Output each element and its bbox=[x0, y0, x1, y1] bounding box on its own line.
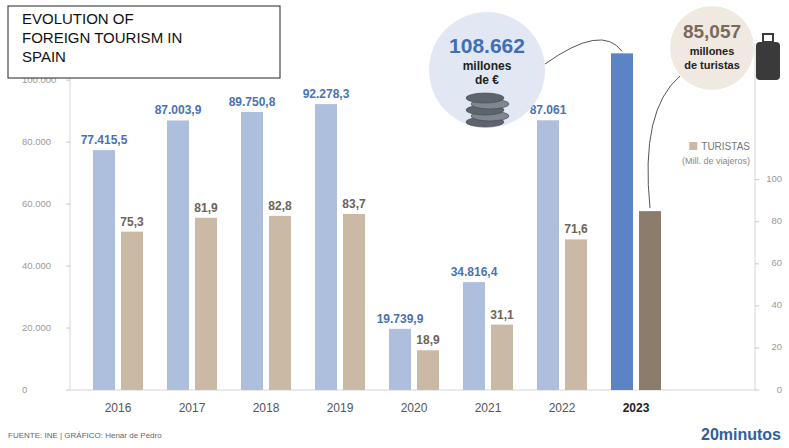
data-label: 87.003,9 bbox=[155, 103, 202, 117]
title-line: EVOLUTION OF bbox=[22, 10, 134, 27]
y2-tick-label: 80 bbox=[771, 215, 782, 226]
data-label: 71,6 bbox=[564, 222, 588, 236]
data-labels: 77.415,5 87.003,9 89.750,8 92.278,3 19.739,9… bbox=[81, 87, 588, 347]
bar bbox=[195, 218, 217, 390]
y2-tick-label: 100 bbox=[766, 173, 782, 184]
suitcase-handle bbox=[763, 34, 773, 42]
x-tick-label: 2022 bbox=[549, 401, 576, 415]
legend-swatch bbox=[689, 142, 697, 150]
suitcase-icon bbox=[756, 42, 780, 80]
bar bbox=[121, 232, 143, 390]
bar bbox=[611, 53, 633, 390]
data-label: 18,9 bbox=[416, 333, 440, 347]
y-tick bbox=[66, 204, 70, 205]
y2-tick bbox=[755, 221, 759, 222]
annotation-value: 108.662 bbox=[449, 34, 525, 57]
bar bbox=[315, 104, 337, 390]
title-frame bbox=[8, 6, 280, 78]
data-label: 82,8 bbox=[268, 199, 292, 213]
y2-tick-label: 60 bbox=[771, 257, 782, 268]
bar bbox=[389, 329, 411, 390]
annotation-text: millonesde € bbox=[463, 59, 512, 87]
y-tick-label: 20.000 bbox=[22, 322, 51, 333]
coin-icon bbox=[466, 93, 504, 103]
annotation-value: 85,057 bbox=[683, 21, 741, 42]
bar bbox=[491, 325, 513, 390]
x-tick-label: 2023 bbox=[623, 401, 650, 415]
y2-axis-title: (Mill. de viajeros) bbox=[682, 156, 750, 166]
annotation-connector bbox=[545, 40, 622, 64]
y2-tick bbox=[755, 305, 759, 306]
x-tick-label: 2019 bbox=[327, 401, 354, 415]
y2-tick-label: 40 bbox=[771, 299, 782, 310]
bar bbox=[167, 120, 189, 390]
y2-tick-label: 20 bbox=[771, 341, 782, 352]
bar bbox=[417, 350, 439, 390]
bars bbox=[93, 53, 661, 390]
data-label: 19.739,9 bbox=[377, 312, 424, 326]
y-tick-label: 60.000 bbox=[22, 198, 51, 209]
source: FUENTE: INE | GRÁFICO: Henar de Pedro bbox=[8, 431, 162, 440]
bar bbox=[343, 214, 365, 390]
data-label: 34.816,4 bbox=[451, 265, 498, 279]
chart: 020.00040.00060.00080.000100.00002040608… bbox=[0, 0, 789, 448]
x-tick-label: 2021 bbox=[475, 401, 502, 415]
annotation-line: de turistas bbox=[684, 59, 740, 71]
annotation-bubble bbox=[429, 12, 545, 128]
y-tick bbox=[66, 142, 70, 143]
x-tick-label: 2017 bbox=[179, 401, 206, 415]
title-box: EVOLUTION OF FOREIGN TOURISM IN SPAIN bbox=[8, 6, 280, 78]
y2-tick bbox=[755, 390, 759, 391]
x-tick-label: 2020 bbox=[401, 401, 428, 415]
y-tick-label: 0 bbox=[22, 384, 27, 395]
annotation-line: millones bbox=[463, 59, 512, 73]
bar bbox=[537, 120, 559, 390]
annotation-line: millones bbox=[690, 45, 735, 57]
annotation-line: de € bbox=[475, 73, 499, 87]
y-tick bbox=[66, 390, 70, 391]
y2-tick bbox=[755, 179, 759, 180]
annotation-text: millones de turistas bbox=[684, 45, 740, 71]
y2-axis-line bbox=[755, 43, 756, 390]
bar bbox=[269, 216, 291, 390]
y2-tick bbox=[755, 347, 759, 348]
data-label: 87.061 bbox=[530, 103, 567, 117]
y-axis-line bbox=[70, 43, 71, 390]
y2-tick-label: 0 bbox=[777, 384, 782, 395]
brand: 20minutos bbox=[701, 426, 781, 443]
data-label: 89.750,8 bbox=[229, 95, 276, 109]
annotations: 108.662millonesde €85,057millonesde turi… bbox=[429, 6, 780, 208]
bar bbox=[639, 211, 661, 390]
title-line: SPAIN bbox=[22, 48, 66, 65]
legend: TURISTAS (Mill. de viajeros) bbox=[682, 141, 750, 166]
data-label: 75,3 bbox=[120, 215, 144, 229]
data-label: 31,1 bbox=[490, 308, 514, 322]
background bbox=[0, 0, 789, 448]
x-tick-label: 2016 bbox=[105, 401, 132, 415]
x-tick-label: 2018 bbox=[253, 401, 280, 415]
annotation-bubble bbox=[670, 6, 754, 90]
legend-label: TURISTAS bbox=[701, 141, 750, 152]
data-label: 77.415,5 bbox=[81, 133, 128, 147]
y-tick bbox=[66, 80, 70, 81]
y-tick bbox=[66, 328, 70, 329]
data-label: 83,7 bbox=[342, 197, 366, 211]
y-tick bbox=[66, 266, 70, 267]
bar bbox=[463, 282, 485, 390]
data-label: 92.278,3 bbox=[303, 87, 350, 101]
y-tick-label: 80.000 bbox=[22, 136, 51, 147]
bar bbox=[565, 239, 587, 390]
y2-tick bbox=[755, 263, 759, 264]
bar bbox=[93, 150, 115, 390]
y-tick-label: 40.000 bbox=[22, 260, 51, 271]
bar bbox=[241, 112, 263, 390]
title-line: FOREIGN TOURISM IN bbox=[22, 29, 182, 46]
title: EVOLUTION OF FOREIGN TOURISM IN SPAIN bbox=[22, 10, 182, 65]
data-label: 81,9 bbox=[194, 201, 218, 215]
annotation-connector bbox=[648, 76, 680, 208]
